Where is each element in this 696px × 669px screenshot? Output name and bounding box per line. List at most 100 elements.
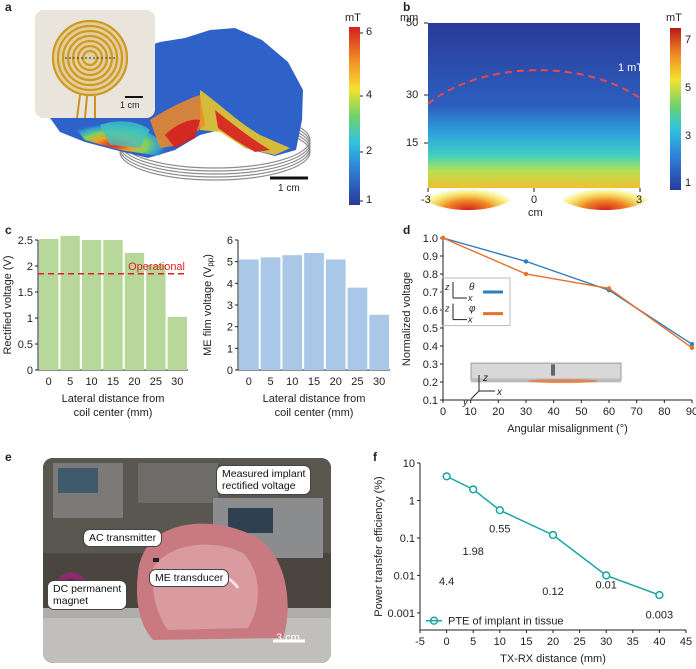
y-tick-label: 1 — [27, 313, 33, 325]
x-axis-label: coil center (mm) — [74, 407, 153, 419]
legend-symbol: x — [467, 293, 473, 303]
contour-label: 1 mT — [618, 62, 644, 74]
legend-angle: φ — [469, 304, 476, 315]
y-tick-label: 6 — [227, 235, 233, 247]
panel-b-colorbar — [670, 28, 681, 190]
x-tick-label: 90 — [686, 406, 696, 418]
axis-arrow — [470, 390, 480, 400]
data-point — [440, 235, 446, 241]
x-tick-label: 30 — [373, 376, 385, 388]
data-point — [469, 485, 478, 494]
x-tick-label: 0 — [246, 376, 252, 388]
x-tick-label: 5 — [67, 376, 73, 388]
axis-symbol: y — [462, 397, 469, 408]
label-me-transducer: ME transducer — [149, 569, 230, 587]
y-axis-label: Normalized voltage — [401, 272, 413, 366]
bar — [325, 259, 346, 370]
data-point — [689, 345, 695, 350]
x-tick-label: 10 — [286, 376, 298, 388]
y-tick-label: 2.5 — [18, 235, 33, 247]
data-point — [523, 259, 529, 264]
y-tick-label: 0.2 — [423, 377, 438, 389]
panel-b-y-tick: 50 — [406, 17, 419, 29]
data-label: 4.4 — [439, 576, 454, 588]
y-tick-label: 0 — [227, 365, 233, 377]
x-tick-label: 0 — [444, 636, 450, 648]
x-tick-label: 20 — [547, 636, 559, 648]
label-ac-transmitter: AC transmitter — [83, 529, 163, 547]
panel-a-colorbar — [349, 27, 360, 205]
panel-b-cbar-tick: 3 — [685, 130, 692, 142]
y-tick-label: 0.7 — [423, 287, 438, 299]
x-tick-label: 35 — [627, 636, 639, 648]
chart-power-transfer-efficiency: 0.001 0.01 0.1 1 10 -5 0 5 10 15 20 25 30 35 40 45 TX-RX… — [373, 458, 692, 665]
x-tick-label: 15 — [107, 376, 119, 388]
y-axis-label: ME film voltage (Vpp) — [202, 254, 215, 356]
legend-label: PTE of implant in tissue — [448, 616, 564, 628]
panel-b-x-tick: 3 — [636, 194, 643, 206]
series-line — [442, 237, 693, 345]
data-point — [602, 571, 611, 580]
panel-e-scale-label: 3 cm — [276, 632, 300, 644]
data-point — [523, 271, 529, 277]
legend-symbol: z — [444, 304, 450, 314]
y-tick-label: 5 — [227, 257, 233, 269]
x-tick-label: 15 — [308, 376, 320, 388]
x-tick-label: 40 — [653, 636, 665, 648]
panel-b-x-tick: -3 — [421, 194, 431, 206]
legend-angle: θ — [469, 282, 475, 293]
axis-symbol: z — [482, 373, 488, 384]
x-tick-label: 5 — [268, 376, 274, 388]
bar — [369, 314, 389, 370]
label-dc-magnet: DC permanent magnet — [47, 580, 128, 610]
y-tick-label: 2 — [227, 322, 233, 334]
x-tick-label: 25 — [573, 636, 585, 648]
x-tick-label: -5 — [415, 636, 425, 648]
panel-e-label: e — [5, 450, 12, 464]
x-axis-label: coil center (mm) — [275, 407, 354, 419]
bar — [60, 235, 80, 370]
x-tick-label: 30 — [171, 376, 183, 388]
x-axis-label: TX-RX distance (mm) — [500, 653, 606, 665]
bar — [260, 257, 281, 370]
y-tick-label: 0.1 — [423, 395, 438, 407]
threshold-label: Operational — [128, 261, 185, 273]
y-tick-label: 0.4 — [423, 341, 438, 353]
panel-b-cbar-tick: 7 — [685, 34, 692, 46]
data-label: 1.98 — [462, 546, 483, 558]
y-axis-label: Rectified voltage (V) — [2, 255, 14, 354]
x-axis-label: Lateral distance from — [263, 393, 366, 405]
panel-a-scale-label: 1 cm — [278, 183, 300, 194]
data-label: 0.003 — [646, 609, 674, 621]
coil-photo — [35, 10, 155, 118]
x-tick-label: 45 — [680, 636, 692, 648]
x-tick-label: 25 — [351, 376, 363, 388]
panel-f-label: f — [373, 450, 377, 464]
y-tick-label: 0.5 — [423, 323, 438, 335]
y-tick-label: 1 — [227, 343, 233, 355]
panel-a-cbar-tick: 6 — [366, 26, 373, 38]
x-tick-label: 60 — [603, 406, 615, 418]
panel-a-cbar-tick: 4 — [366, 89, 373, 101]
x-tick-label: 0 — [46, 376, 52, 388]
contour-1mt — [427, 69, 641, 105]
y-tick-label: 10 — [403, 458, 415, 470]
y-tick-label: 0.5 — [18, 339, 33, 351]
panel-a-cbar-tick: 1 — [366, 194, 373, 206]
panel-a-cbar-unit: mT — [345, 12, 361, 24]
legend-symbol: x — [467, 315, 473, 325]
coil-photo-inset — [35, 10, 155, 118]
x-tick-label: 30 — [600, 636, 612, 648]
panel-b-label: b — [403, 0, 411, 14]
y-tick-label: 0 — [27, 365, 33, 377]
bar — [239, 259, 259, 370]
device-schematic — [470, 362, 622, 381]
y-tick-label: 0.8 — [423, 269, 438, 281]
x-tick-label: 10 — [85, 376, 97, 388]
x-tick-label: 15 — [520, 636, 532, 648]
y-tick-label: 0.3 — [423, 359, 438, 371]
panel-b-cbar-unit: mT — [666, 12, 682, 24]
x-tick-label: 20 — [492, 406, 504, 418]
x-axis-label: Lateral distance from — [62, 393, 165, 405]
experiment-photo — [43, 458, 331, 663]
